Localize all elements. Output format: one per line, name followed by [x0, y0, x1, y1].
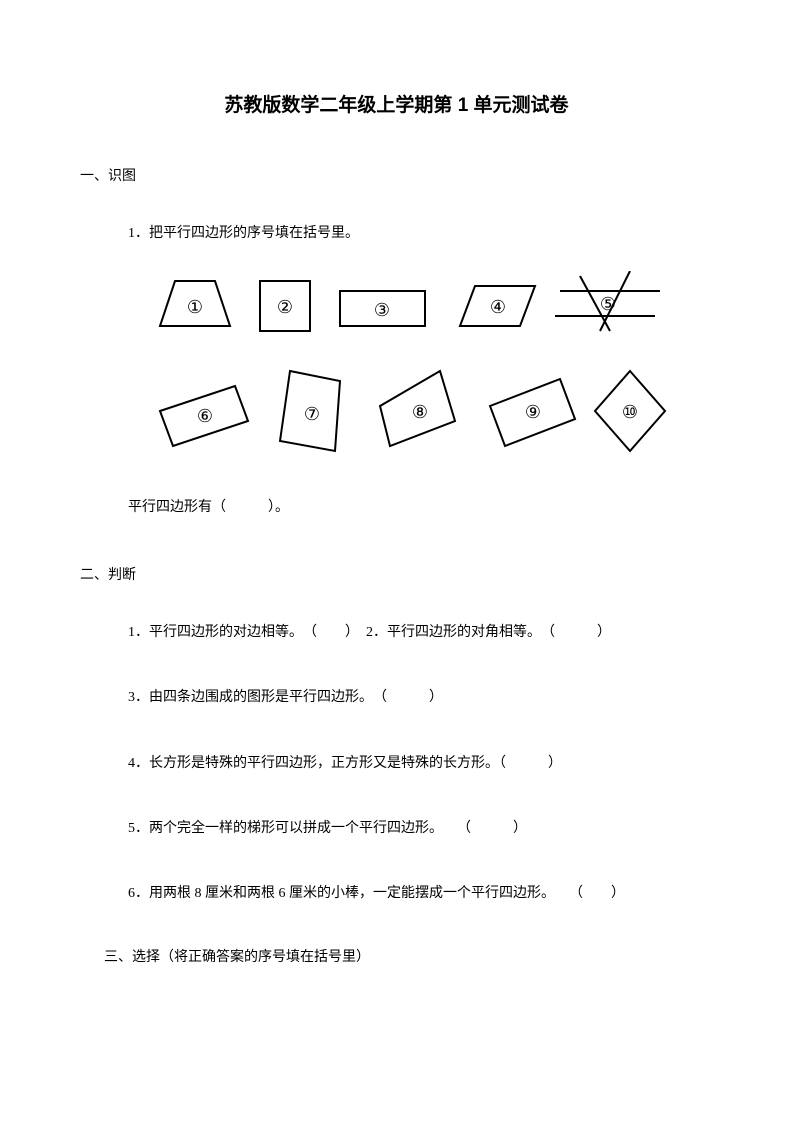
shape-label-6: ⑥: [197, 406, 213, 426]
s2-q3: 3．由四条边围成的图形是平行四边形。 （ ）: [128, 685, 713, 710]
shapes-diagram: ① ② ③ ④ ⑤ ⑥ ⑦ ⑧ ⑨ ⑩: [140, 271, 713, 461]
s2-q5: 5．两个完全一样的梯形可以拼成一个平行四边形。 （ ）: [128, 816, 713, 841]
shape-label-10: ⑩: [622, 402, 638, 422]
shape-label-5: ⑤: [600, 294, 616, 314]
s2-q6: 6．用两根 8 厘米和两根 6 厘米的小棒，一定能摆成一个平行四边形。 （ ）: [128, 881, 713, 906]
s2-q4: 4．长方形是特殊的平行四边形，正方形又是特殊的长方形。（ ）: [128, 751, 713, 776]
section3-heading: 三、选择（将正确答案的序号填在括号里）: [104, 946, 713, 966]
shape-label-8: ⑧: [412, 402, 428, 422]
shape-label-9: ⑨: [525, 402, 541, 422]
section1-heading: 一、识图: [80, 165, 713, 185]
shape-label-4: ④: [490, 297, 506, 317]
s2-q1: 1．平行四边形的对边相等。 （ ） 2．平行四边形的对角相等。 （ ）: [128, 620, 713, 645]
shape-label-2: ②: [277, 297, 293, 317]
shape-label-1: ①: [187, 297, 203, 317]
shape-label-7: ⑦: [304, 404, 320, 424]
page-title: 苏教版数学二年级上学期第 1 单元测试卷: [80, 90, 713, 117]
q1-text: 1．把平行四边形的序号填在括号里。: [128, 221, 713, 246]
section2-heading: 二、判断: [80, 564, 713, 584]
shape-label-3: ③: [374, 300, 390, 320]
q1-answer-prompt: 平行四边形有（ ）。: [128, 496, 713, 516]
